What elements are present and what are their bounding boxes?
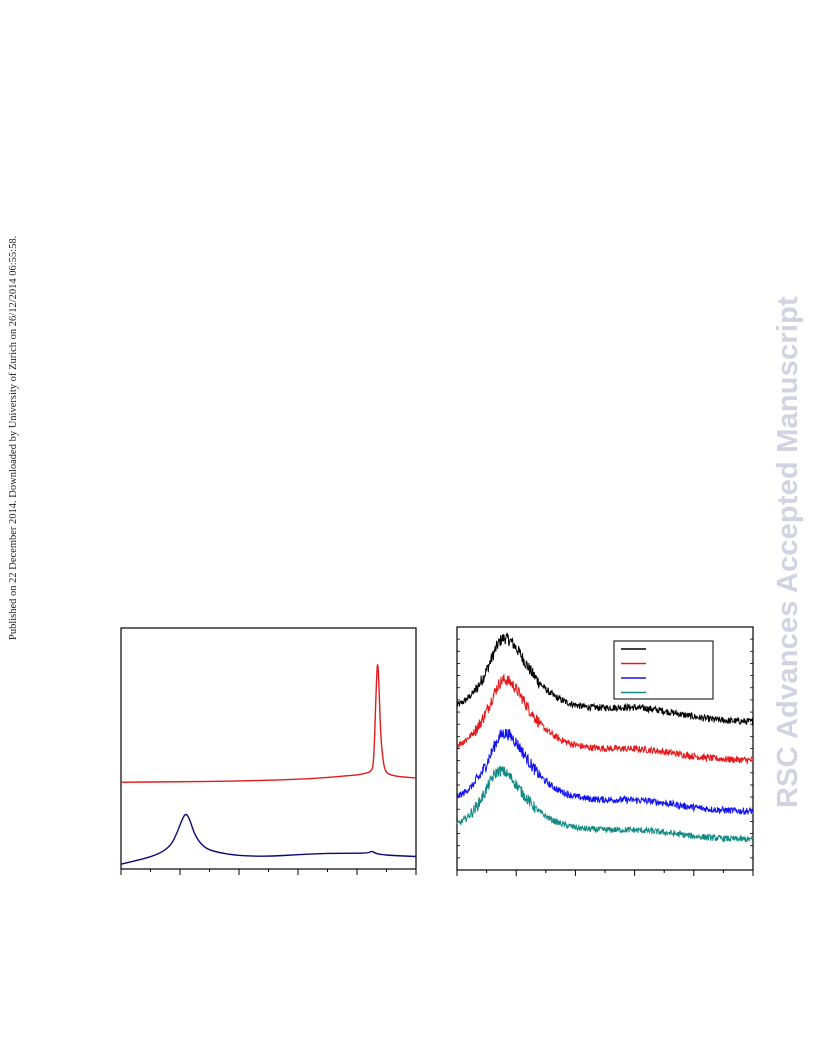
right-series-line-black [456, 632, 754, 726]
right-series-line-blue [456, 728, 754, 816]
right-legend [613, 640, 714, 700]
left-series-group [120, 664, 417, 865]
left-series-line-red [120, 664, 417, 783]
legend-box [613, 640, 714, 700]
left-plot-frame [120, 627, 417, 870]
left-series-line-navy [120, 813, 417, 865]
right-series-line-red [456, 674, 754, 766]
right-series-group [456, 632, 754, 843]
legend-entries [621, 648, 646, 694]
right-axis-ticks [456, 638, 754, 876]
right-chart [456, 626, 754, 876]
left-chart [120, 627, 417, 875]
left-x-ticks [120, 869, 417, 875]
right-series-line-teal [456, 765, 754, 843]
